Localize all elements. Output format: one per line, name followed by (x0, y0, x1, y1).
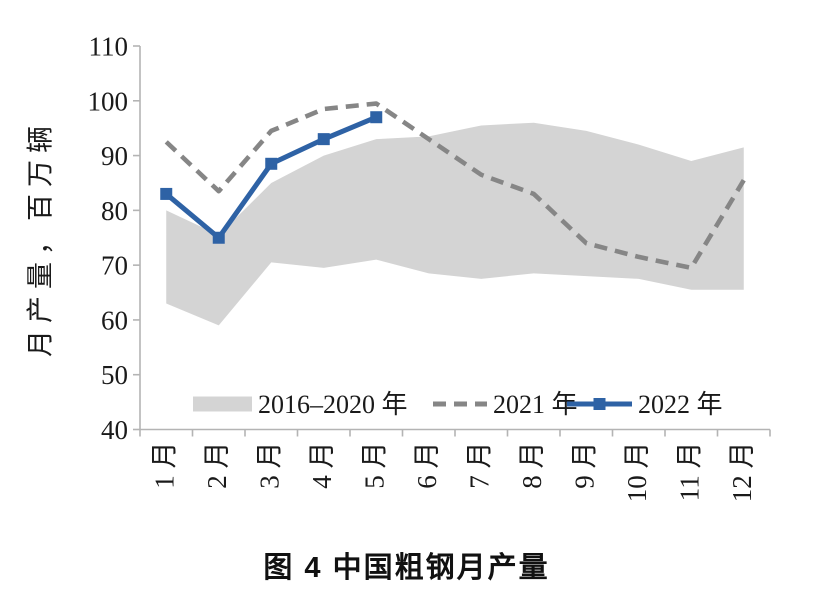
y-tick-label-110: 110 (89, 32, 129, 62)
x-tick-label-12月: 12 月 (727, 442, 757, 503)
x-tick-label-2月: 2 月 (202, 442, 232, 489)
data-point-2022-5月 (370, 111, 383, 124)
y-tick-label-80: 80 (101, 196, 128, 226)
x-tick-label-9月: 9 月 (569, 442, 599, 489)
y-tick-label-70: 70 (101, 251, 128, 281)
x-tick-label-7月: 7 月 (464, 442, 494, 489)
data-point-2022-2月 (212, 231, 225, 244)
data-point-2022-4月 (317, 133, 330, 146)
x-tick-label-5月: 5 月 (359, 442, 389, 489)
y-tick-label-90: 90 (101, 141, 128, 171)
line-2021 (164, 101, 746, 271)
x-tick-label-10月: 10 月 (622, 442, 652, 503)
figure-caption: 图 4 中国粗钢月产量 (263, 552, 550, 584)
x-tick-label-1月: 1 月 (149, 442, 179, 489)
y-axis-title: 月产量，百万辆 (25, 119, 56, 357)
y-tick-label-40: 40 (101, 415, 128, 445)
x-tick-label-11月: 11 月 (674, 442, 704, 502)
x-tick-label-8月: 8 月 (517, 442, 547, 489)
legend-label-2021: 2021 年 (493, 390, 578, 419)
x-tick-label-3月: 3 月 (254, 442, 284, 489)
legend-label-2022: 2022 年 (638, 390, 723, 419)
legend-swatch-2022-marker (593, 398, 606, 410)
data-point-2022-1月 (160, 187, 173, 200)
legend-swatch-2016-2020 (193, 396, 252, 412)
y-tick-label-50: 50 (101, 360, 128, 390)
legend-label-2016-2020: 2016–2020 年 (258, 390, 408, 419)
y-tick-label-60: 60 (101, 305, 128, 335)
band-2016-2020 (166, 122, 744, 326)
x-tick-label-4月: 4 月 (307, 442, 337, 489)
x-tick-label-6月: 6 月 (412, 442, 442, 489)
data-point-2022-3月 (265, 157, 278, 170)
y-tick-label-100: 100 (88, 86, 129, 116)
